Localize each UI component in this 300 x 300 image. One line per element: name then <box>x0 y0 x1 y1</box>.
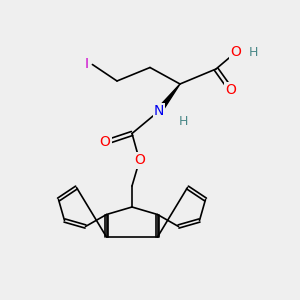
Text: O: O <box>230 46 241 59</box>
Text: O: O <box>100 136 110 149</box>
Text: I: I <box>85 58 89 71</box>
Text: N: N <box>154 104 164 118</box>
Polygon shape <box>157 84 180 113</box>
Text: O: O <box>226 83 236 97</box>
Text: O: O <box>134 154 145 167</box>
Text: H: H <box>178 115 188 128</box>
Text: H: H <box>249 46 258 59</box>
